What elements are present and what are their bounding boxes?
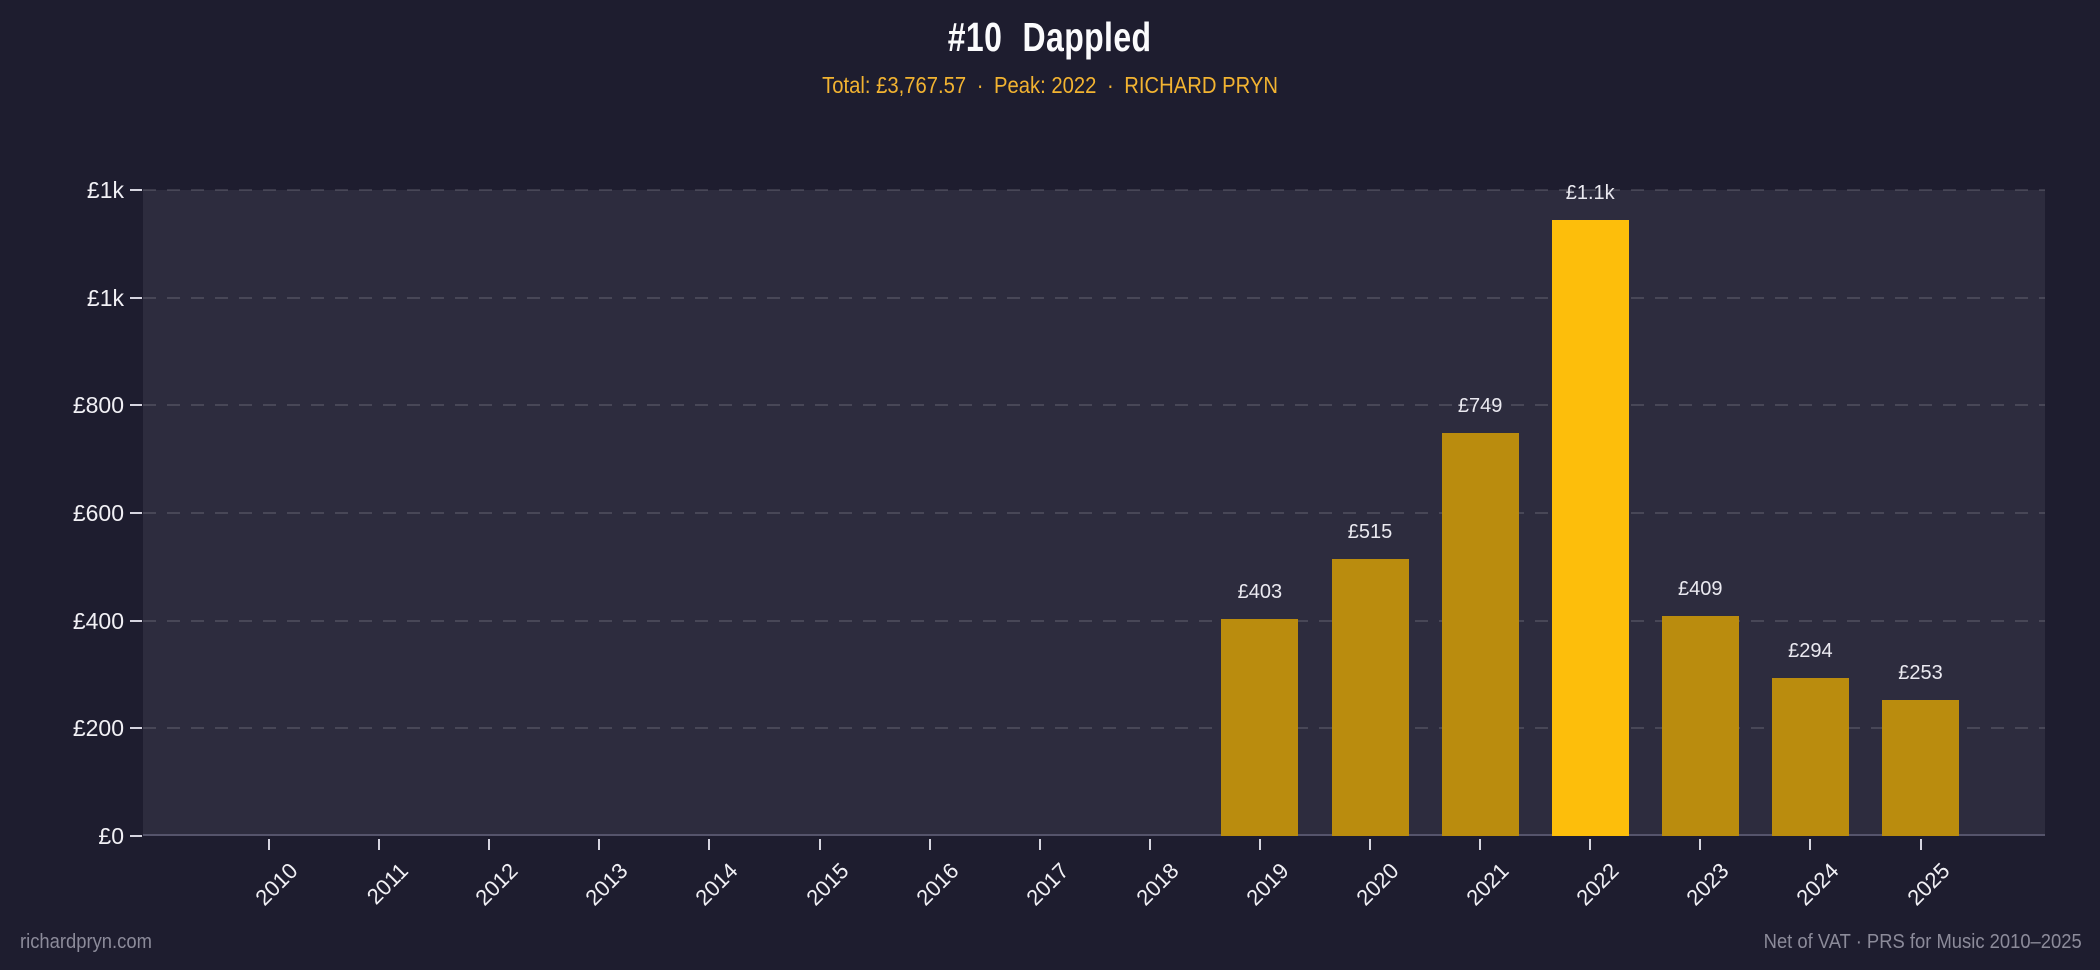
- x-tick-label: 2024: [1791, 858, 1845, 911]
- x-tick-mark: [708, 839, 711, 850]
- x-tick-mark: [488, 839, 491, 850]
- x-tick-mark: [1589, 839, 1592, 850]
- bar: [1331, 558, 1409, 836]
- y-tick-label: £600: [72, 500, 124, 526]
- x-tick-label: 2014: [690, 858, 744, 911]
- bar: [1882, 699, 1959, 836]
- total-earnings: Total: £3,767.57: [822, 72, 967, 98]
- x-tick-label: 2010: [250, 858, 303, 911]
- x-tick-label: 2016: [910, 858, 964, 911]
- data-source-note: Net of VAT · PRS for Music 2010–2025: [1763, 931, 2082, 953]
- chart-name: Dappled: [1022, 14, 1152, 60]
- x-tick-label: 2019: [1241, 858, 1294, 911]
- x-tick-mark: [1809, 839, 1812, 850]
- y-tick-label: £1k: [86, 284, 124, 311]
- gridline: [143, 296, 2045, 299]
- x-tick-mark: [598, 839, 601, 850]
- x-tick-mark: [1369, 839, 1371, 850]
- bar-value-label: £1.1k: [1565, 181, 1615, 204]
- y-tick-label: £800: [72, 392, 124, 419]
- gridline: [143, 512, 2045, 514]
- bar-value-label: £515: [1347, 520, 1393, 543]
- x-tick-label: 2022: [1571, 858, 1624, 911]
- y-tick-mark: [130, 404, 142, 407]
- x-tick-mark: [1258, 839, 1261, 850]
- bar-value-label: £403: [1237, 581, 1283, 604]
- peak-year: Peak: 2022: [993, 72, 1097, 98]
- x-tick-label: 2023: [1681, 858, 1734, 911]
- plot-area: [143, 189, 2045, 836]
- x-tick-mark: [268, 839, 270, 850]
- x-tick-mark: [1148, 839, 1151, 850]
- x-tick-mark: [378, 839, 381, 850]
- y-tick-label: £1k: [86, 177, 124, 203]
- x-tick-mark: [1919, 839, 1922, 850]
- site-credit: richardpryn.com: [20, 931, 152, 953]
- x-tick-mark: [1479, 839, 1482, 850]
- x-tick-label: 2020: [1351, 858, 1404, 911]
- x-tick-label: 2012: [470, 858, 523, 911]
- gridline: [143, 189, 2045, 191]
- bar: [1221, 619, 1299, 836]
- artist-name: RICHARD PRYN: [1124, 72, 1278, 98]
- bar-value-label: £253: [1898, 661, 1943, 684]
- y-tick-mark: [130, 512, 142, 514]
- x-tick-mark: [818, 839, 821, 850]
- x-tick-mark: [928, 839, 931, 850]
- x-tick-label: 2017: [1021, 858, 1074, 911]
- y-tick-label: £0: [98, 823, 124, 849]
- gridline: [143, 619, 2045, 622]
- x-tick-mark: [1699, 839, 1702, 850]
- x-tick-label: 2013: [580, 858, 633, 911]
- y-tick-label: £200: [72, 715, 124, 742]
- gridline: [143, 404, 2045, 407]
- gridline: [143, 727, 2045, 730]
- x-tick-label: 2021: [1461, 858, 1514, 911]
- bar: [1441, 432, 1519, 836]
- bar: [1661, 615, 1739, 836]
- page-title-text: #10 Dappled: [948, 14, 1152, 61]
- chart-subtitle: Total: £3,767.57 · Peak: 2022 · RICHARD PRYN: [0, 72, 2100, 99]
- x-tick-label: 2015: [800, 858, 854, 911]
- bar: [1551, 219, 1629, 836]
- bar-value-label: £409: [1678, 577, 1723, 600]
- x-tick-mark: [1038, 839, 1041, 850]
- x-tick-label: 2018: [1131, 858, 1184, 911]
- y-tick-mark: [130, 619, 142, 622]
- y-tick-label: £400: [72, 607, 124, 634]
- bar: [1771, 677, 1849, 836]
- chart-subtitle-text: Total: £3,767.57 · Peak: 2022 · RICHARD PRYN: [822, 72, 1278, 99]
- chart-rank: #10: [948, 14, 1003, 60]
- page-title: #10 Dappled: [0, 14, 2100, 61]
- separator-dot: ·: [976, 72, 984, 98]
- bar-value-label: £294: [1788, 639, 1833, 662]
- bar-value-label: £749: [1457, 394, 1503, 417]
- y-tick-mark: [130, 727, 142, 730]
- x-tick-label: 2025: [1901, 858, 1955, 911]
- separator-dot: ·: [1106, 72, 1114, 98]
- y-tick-mark: [130, 835, 142, 837]
- y-tick-mark: [130, 189, 142, 191]
- y-tick-mark: [130, 296, 142, 299]
- x-tick-label: 2011: [361, 858, 413, 910]
